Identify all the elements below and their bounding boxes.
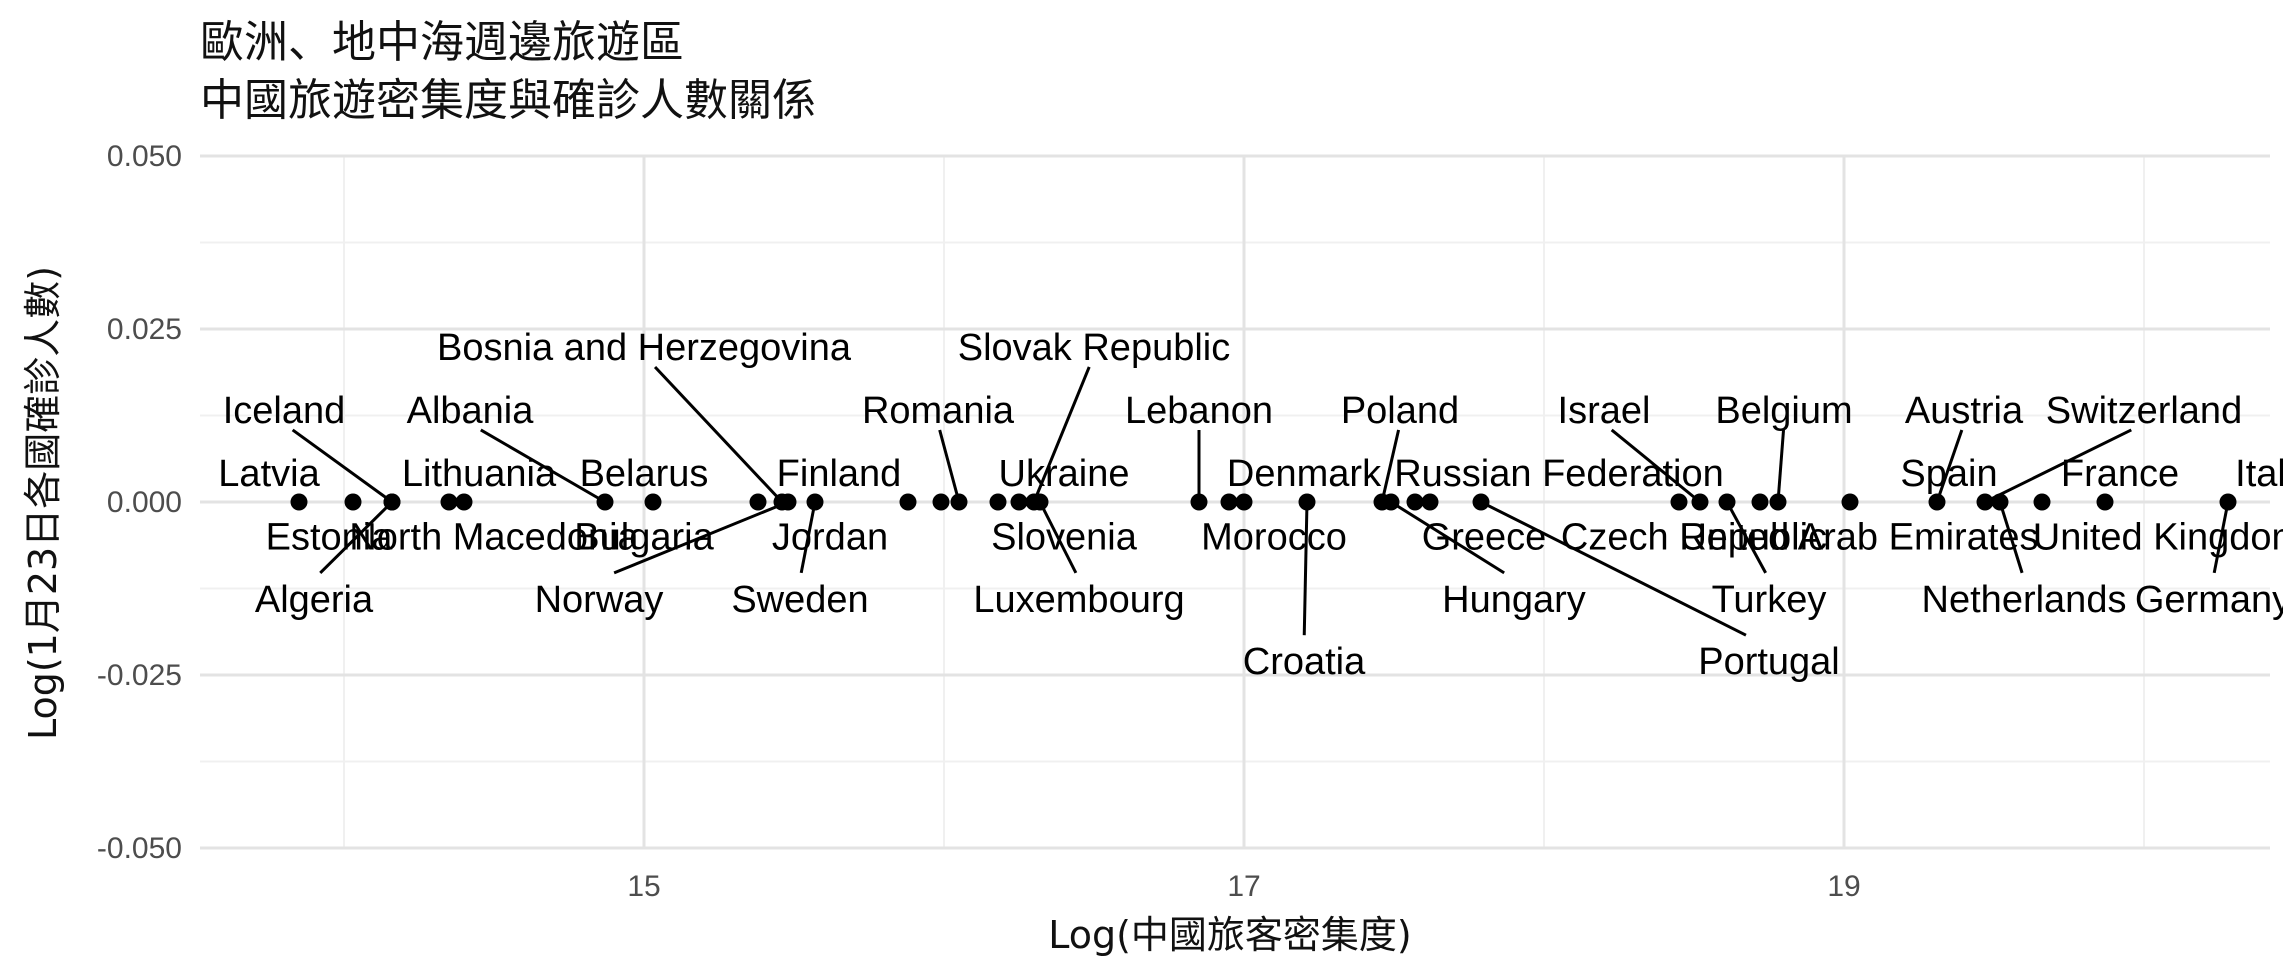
point-label: Lebanon xyxy=(1125,390,1273,432)
point-label: Sweden xyxy=(731,579,868,621)
point-label: Finland xyxy=(777,453,902,495)
point-label: Jordan xyxy=(772,517,888,559)
data-point xyxy=(1671,494,1688,511)
point-label: Bulgaria xyxy=(574,517,714,559)
point-label: Austria xyxy=(1905,390,2024,432)
point-label: Morocco xyxy=(1201,517,1347,559)
y-axis-tick-labels: 0.050 0.025 0.000 -0.025 -0.050 xyxy=(97,140,182,865)
x-axis-title: Log(中國旅客密集度) xyxy=(1048,913,1412,957)
point-label: Norway xyxy=(535,579,664,621)
data-point xyxy=(1221,494,1238,511)
point-label: Netherlands xyxy=(1922,579,2127,621)
y-tick-label: 0.025 xyxy=(107,313,182,346)
data-point xyxy=(1752,494,1769,511)
point-label: Algeria xyxy=(255,579,374,621)
point-label: Portugal xyxy=(1698,641,1840,683)
data-point xyxy=(345,494,362,511)
point-label: Poland xyxy=(1341,390,1459,432)
data-point xyxy=(645,494,662,511)
point-label: Slovenia xyxy=(991,517,1138,559)
y-tick-label: 0.050 xyxy=(107,140,182,173)
data-point xyxy=(1842,494,1859,511)
point-label: Greece xyxy=(1422,517,1547,559)
data-point xyxy=(1422,494,1439,511)
data-point xyxy=(900,494,917,511)
data-point xyxy=(1992,494,2009,511)
point-label: Germany xyxy=(2135,579,2283,621)
data-point xyxy=(1770,494,1787,511)
data-point xyxy=(1692,494,1709,511)
chart-subtitle: 中國旅遊密集度與確診人數關係 xyxy=(200,76,816,127)
data-point xyxy=(384,494,401,511)
data-point xyxy=(1473,494,1490,511)
leader-line xyxy=(1778,430,1784,502)
point-label: Bosnia and Herzegovina xyxy=(437,327,852,369)
point-label: Switzerland xyxy=(2046,390,2242,432)
data-point xyxy=(1929,494,1946,511)
data-point xyxy=(2034,494,2051,511)
x-tick-label: 15 xyxy=(627,870,660,903)
data-point xyxy=(1032,494,1049,511)
point-label: Turkey xyxy=(1712,579,1827,621)
chart-title: 歐洲、地中海週邊旅遊區 xyxy=(200,18,684,69)
point-label: Iceland xyxy=(223,390,346,432)
data-point xyxy=(1407,494,1424,511)
data-point xyxy=(597,494,614,511)
point-label: Lithuania xyxy=(402,453,557,495)
data-point xyxy=(1236,494,1253,511)
data-point xyxy=(1977,494,1994,511)
data-point xyxy=(456,494,473,511)
point-label: Albania xyxy=(407,390,535,432)
data-point xyxy=(1299,494,1316,511)
data-point xyxy=(1011,494,1028,511)
data-point xyxy=(951,494,968,511)
point-label: Latvia xyxy=(218,453,320,495)
point-label: United Arab Emirates xyxy=(1679,517,2038,559)
point-label: Belgium xyxy=(1715,390,1852,432)
data-point xyxy=(2220,494,2237,511)
x-tick-label: 19 xyxy=(1827,870,1860,903)
point-label: Israel xyxy=(1558,390,1651,432)
data-point xyxy=(990,494,1007,511)
data-point xyxy=(1719,494,1736,511)
y-tick-label: 0.000 xyxy=(107,486,182,519)
data-point xyxy=(933,494,950,511)
data-point xyxy=(291,494,308,511)
x-axis-tick-labels: 15 17 19 xyxy=(627,870,1860,903)
data-point xyxy=(1191,494,1208,511)
point-label: Italy xyxy=(2235,453,2283,495)
data-point xyxy=(780,494,797,511)
point-label: Belarus xyxy=(580,453,709,495)
y-tick-label: -0.025 xyxy=(97,659,182,692)
y-tick-label: -0.050 xyxy=(97,832,182,865)
data-point xyxy=(807,494,824,511)
data-point xyxy=(441,494,458,511)
point-label: United Kingdom xyxy=(2033,517,2283,559)
point-label: France xyxy=(2061,453,2179,495)
data-point xyxy=(750,494,767,511)
point-label: Croatia xyxy=(1243,641,1366,683)
point-label: Romania xyxy=(862,390,1015,432)
point-label: Spain xyxy=(1900,453,1997,495)
point-label: Slovak Republic xyxy=(958,327,1230,369)
data-point xyxy=(1383,494,1400,511)
x-tick-label: 17 xyxy=(1227,870,1260,903)
point-label: Luxembourg xyxy=(973,579,1184,621)
data-point xyxy=(2097,494,2114,511)
y-axis-title: Log(1月23日各國確診人數) xyxy=(21,266,65,740)
point-label: Russian Federation xyxy=(1394,453,1724,495)
point-label: Ukraine xyxy=(999,453,1130,495)
point-label: Denmark xyxy=(1227,453,1382,495)
point-label: Hungary xyxy=(1442,579,1586,621)
leader-line xyxy=(940,430,959,502)
